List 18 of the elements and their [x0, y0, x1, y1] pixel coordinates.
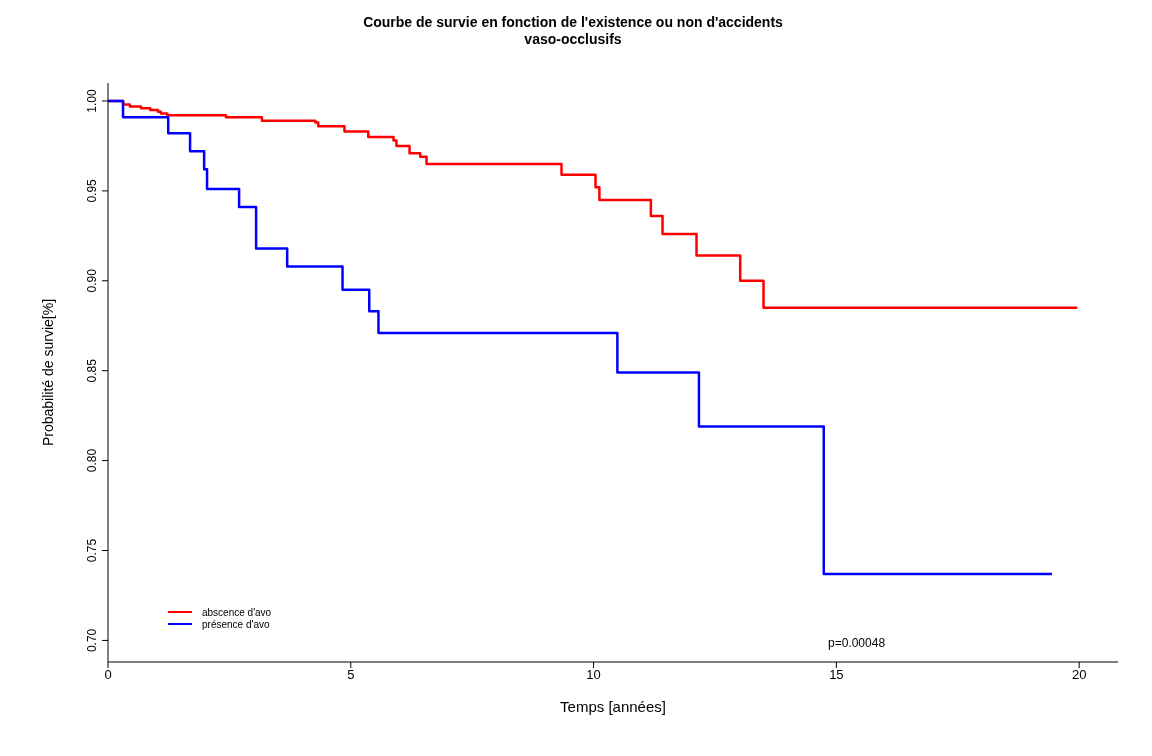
y-tick-label: 0.95 [85, 178, 99, 203]
x-tick-label: 5 [347, 667, 355, 683]
x-tick-label: 15 [829, 667, 844, 683]
chart-title: Courbe de survie en fonction de l'existence ou non d'accidents vaso-occlusifs [362, 14, 784, 48]
x-axis-title: Temps [années] [560, 698, 666, 715]
legend-label: abscence d'avo [202, 606, 272, 618]
annotation: p=0.00048 [828, 636, 886, 650]
y-tick-label: 0.90 [85, 268, 99, 293]
y-tick-label: 1.00 [85, 88, 99, 113]
y-tick-label: 0.75 [85, 538, 99, 563]
legend-label: présence d'avo [202, 618, 270, 630]
y-tick-label: 0.80 [85, 448, 99, 473]
y-axis-title: Probabilité de survie[%] [39, 298, 56, 447]
y-tick-label: 0.70 [85, 628, 99, 653]
x-tick-label: 10 [586, 667, 601, 683]
x-tick-label: 0 [104, 667, 112, 683]
x-tick-label: 20 [1071, 667, 1087, 683]
y-tick-label: 0.85 [85, 358, 99, 383]
